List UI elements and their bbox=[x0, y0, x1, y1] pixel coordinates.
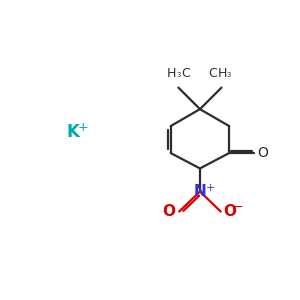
Text: N: N bbox=[194, 184, 206, 199]
Text: $_3$: $_3$ bbox=[226, 70, 232, 80]
Text: H: H bbox=[218, 67, 227, 80]
Text: O: O bbox=[257, 146, 268, 160]
Text: $_3$: $_3$ bbox=[176, 70, 182, 80]
Text: O: O bbox=[162, 204, 175, 219]
Text: C: C bbox=[182, 67, 190, 80]
Text: O: O bbox=[223, 204, 236, 219]
Text: K: K bbox=[67, 123, 80, 141]
Text: C: C bbox=[208, 67, 217, 80]
Text: +: + bbox=[206, 183, 215, 193]
Text: +: + bbox=[77, 121, 88, 134]
Text: −: − bbox=[232, 201, 243, 214]
Text: H: H bbox=[167, 67, 176, 80]
